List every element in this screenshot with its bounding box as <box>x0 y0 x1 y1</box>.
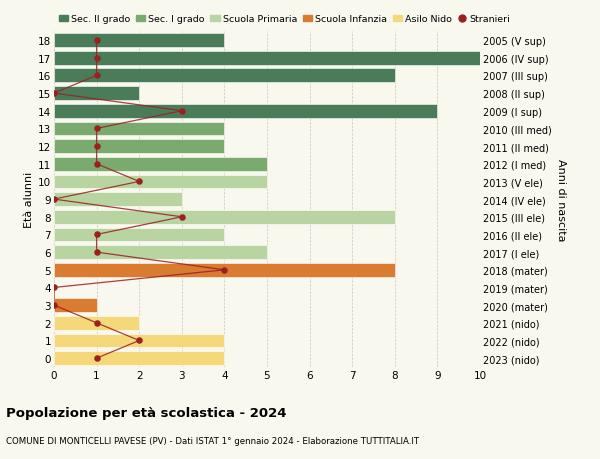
Point <box>92 249 101 256</box>
Legend: Sec. II grado, Sec. I grado, Scuola Primaria, Scuola Infanzia, Asilo Nido, Stran: Sec. II grado, Sec. I grado, Scuola Prim… <box>59 15 511 24</box>
Bar <box>54 122 224 136</box>
Point <box>134 337 144 344</box>
Bar <box>54 246 267 259</box>
Point <box>49 284 59 291</box>
Y-axis label: Anni di nascita: Anni di nascita <box>556 158 566 241</box>
Point <box>92 37 101 45</box>
Bar <box>54 334 224 347</box>
Point <box>49 90 59 97</box>
Point <box>92 143 101 151</box>
Bar <box>54 352 224 365</box>
Point <box>134 179 144 186</box>
Point <box>92 161 101 168</box>
Bar <box>54 193 182 207</box>
Point <box>92 55 101 62</box>
Bar <box>54 69 395 83</box>
Bar <box>54 34 224 48</box>
Bar <box>54 263 395 277</box>
Y-axis label: Età alunni: Età alunni <box>24 172 34 228</box>
Bar <box>54 157 267 171</box>
Text: COMUNE DI MONTICELLI PAVESE (PV) - Dati ISTAT 1° gennaio 2024 - Elaborazione TUT: COMUNE DI MONTICELLI PAVESE (PV) - Dati … <box>6 436 419 445</box>
Bar <box>54 87 139 101</box>
Point <box>49 196 59 203</box>
Point <box>92 125 101 133</box>
Bar <box>54 175 267 189</box>
Point <box>220 267 229 274</box>
Point <box>92 319 101 327</box>
Bar <box>54 52 480 66</box>
Bar <box>54 316 139 330</box>
Point <box>92 355 101 362</box>
Bar <box>54 228 224 242</box>
Point <box>92 73 101 80</box>
Point <box>49 302 59 309</box>
Point <box>92 231 101 239</box>
Point <box>177 108 187 115</box>
Bar <box>54 210 395 224</box>
Point <box>177 213 187 221</box>
Bar <box>54 105 437 118</box>
Bar <box>54 140 224 154</box>
Bar <box>54 299 97 313</box>
Text: Popolazione per età scolastica - 2024: Popolazione per età scolastica - 2024 <box>6 406 287 419</box>
